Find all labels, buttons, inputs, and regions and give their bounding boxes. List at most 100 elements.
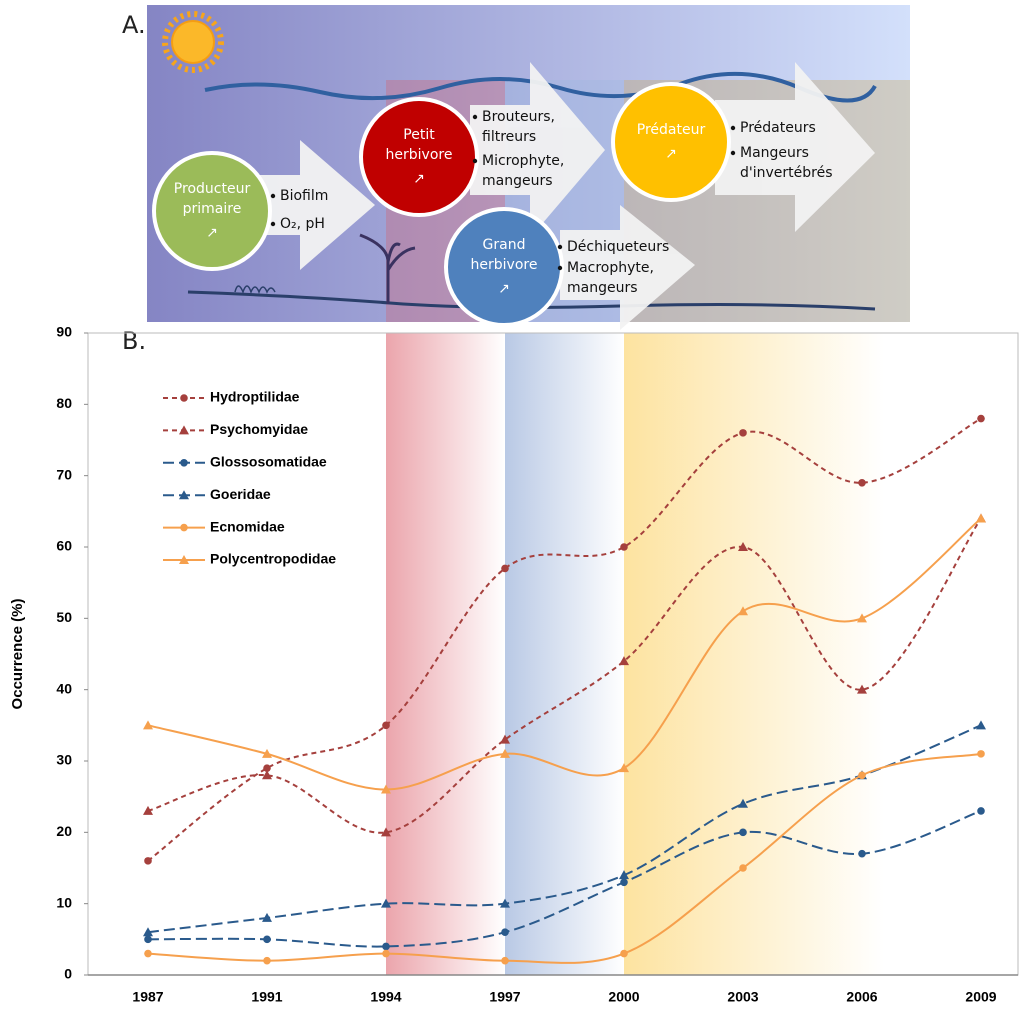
node-icon: ↗ — [665, 146, 677, 162]
marker — [977, 807, 985, 815]
marker — [382, 942, 390, 951]
bullet-text: d'invertébrés — [740, 165, 833, 181]
y-tick-label: 30 — [56, 752, 72, 768]
marker — [262, 748, 272, 758]
node-label: Producteur — [174, 181, 251, 197]
marker — [263, 935, 271, 944]
legend-label: Goeridae — [210, 486, 271, 502]
legend-label: Hydroptilidae — [210, 389, 300, 405]
x-tick-label: 1997 — [489, 989, 520, 1005]
marker — [180, 523, 188, 532]
marker — [501, 956, 509, 965]
marker — [262, 912, 272, 922]
marker — [144, 935, 152, 944]
marker — [977, 414, 985, 423]
marker — [501, 564, 509, 573]
node-icon: ↗ — [498, 281, 510, 297]
node-circle — [444, 207, 564, 327]
x-tick-label: 2000 — [608, 989, 639, 1005]
marker — [143, 720, 153, 730]
x-tick-label: 1994 — [370, 989, 401, 1005]
bullet-text: Prédateurs — [740, 120, 816, 136]
marker — [144, 857, 152, 865]
period-band — [624, 333, 884, 975]
panel-label: B. — [122, 327, 146, 355]
marker — [858, 849, 866, 858]
node-label: herbivore — [471, 257, 538, 273]
node-label: herbivore — [386, 147, 453, 163]
bullet-text: Microphyte, — [482, 153, 564, 169]
arrows — [260, 62, 875, 330]
marker — [144, 949, 152, 958]
marker — [619, 763, 629, 773]
y-tick-label: 80 — [56, 395, 72, 411]
marker — [619, 656, 629, 666]
marker — [180, 459, 188, 467]
sun — [162, 11, 224, 73]
marker — [262, 770, 272, 780]
marker — [619, 870, 629, 880]
marker — [179, 555, 189, 564]
node-label: Petit — [403, 127, 435, 143]
series-line — [147, 724, 982, 934]
bullet-text: mangeurs — [567, 280, 638, 296]
bullet-text: Déchiqueteurs — [567, 239, 669, 255]
node-circle — [152, 151, 272, 271]
x-tick-label: 2009 — [965, 989, 996, 1005]
bullet-text: Macrophyte, — [567, 260, 654, 276]
bullet-dot — [472, 158, 478, 164]
marker — [500, 734, 510, 744]
x-tick-label: 2003 — [727, 989, 758, 1005]
series-line — [147, 809, 982, 948]
y-tick-label: 10 — [56, 894, 72, 910]
bullet-text: Biofilm — [280, 188, 328, 204]
x-tick-label: 1991 — [251, 989, 282, 1005]
node-circle — [359, 97, 479, 217]
period-band — [386, 333, 505, 975]
y-tick-label: 60 — [56, 538, 72, 554]
legend-label: Ecnomidae — [210, 518, 285, 534]
marker — [382, 949, 390, 958]
bullet-dot — [557, 265, 563, 271]
marker — [976, 513, 986, 523]
y-tick-label: 50 — [56, 609, 72, 625]
bullet-text: mangeurs — [482, 173, 553, 189]
node-icon: ↗ — [413, 171, 425, 187]
bullet-dot — [557, 244, 563, 250]
legend-label: Glossosomatidae — [210, 454, 327, 470]
marker — [500, 748, 510, 758]
node-icon: ↗ — [206, 225, 218, 241]
marker — [143, 927, 153, 937]
panel-label: A. — [122, 11, 146, 39]
marker — [263, 764, 271, 772]
marker — [620, 543, 628, 551]
marker — [738, 798, 748, 808]
plant — [359, 233, 416, 304]
marker — [739, 429, 747, 437]
marker — [858, 771, 866, 780]
marker — [179, 425, 189, 435]
marker — [857, 613, 867, 623]
marker — [620, 949, 628, 958]
marker — [738, 542, 748, 551]
y-tick-label: 20 — [56, 823, 72, 839]
marker — [858, 479, 866, 487]
x-tick-label: 1987 — [132, 989, 163, 1005]
marker — [500, 898, 510, 908]
series-line — [147, 752, 982, 964]
node-circle — [611, 82, 731, 202]
node-label: Grand — [483, 237, 526, 253]
bullet-text: filtreurs — [482, 129, 536, 145]
marker — [739, 864, 747, 872]
series-line — [147, 517, 982, 791]
bullet-dot — [472, 114, 478, 120]
marker — [620, 878, 628, 887]
bullet-dot — [270, 193, 276, 199]
bullet-text: Mangeurs — [740, 145, 809, 161]
bullet-dot — [270, 221, 276, 227]
algae — [234, 285, 276, 295]
marker — [180, 394, 188, 402]
marker — [501, 928, 509, 936]
marker — [739, 828, 747, 837]
